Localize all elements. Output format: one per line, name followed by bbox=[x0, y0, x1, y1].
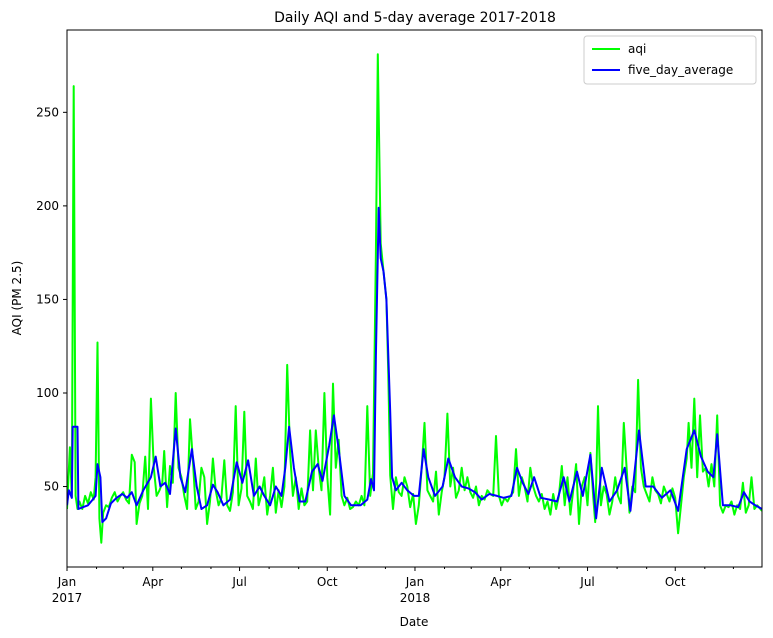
y-tick-label: 150 bbox=[36, 292, 59, 306]
x-tick-label: Jul bbox=[579, 575, 594, 589]
x-tick-label: Jul bbox=[231, 575, 246, 589]
series-group bbox=[67, 53, 762, 544]
x-tick-label: Apr bbox=[142, 575, 163, 589]
y-axis-label: AQI (PM 2.5) bbox=[10, 261, 24, 336]
legend-box bbox=[583, 35, 757, 85]
series-line-five-day-average bbox=[67, 206, 762, 524]
x-tick-year-label: 2018 bbox=[400, 591, 431, 605]
y-tick-label: 100 bbox=[36, 386, 59, 400]
legend-label-five-day-average: five_day_average bbox=[628, 63, 733, 77]
legend-label-aqi: aqi bbox=[628, 42, 646, 56]
y-tick-label: 250 bbox=[36, 105, 59, 119]
chart-title: Daily AQI and 5-day average 2017-2018 bbox=[274, 10, 556, 26]
y-tick-label: 200 bbox=[36, 199, 59, 213]
x-axis-label: Date bbox=[400, 615, 429, 629]
legend: aqi five_day_average bbox=[583, 35, 757, 85]
x-tick-label: Oct bbox=[665, 575, 686, 589]
y-tick-label: 50 bbox=[44, 480, 59, 494]
x-tick-label: Jan bbox=[57, 575, 77, 589]
x-tick-year-label: 2017 bbox=[52, 591, 83, 605]
x-axis: Jan 2017 Apr Jul Oct Jan 2018 Apr Jul Oct bbox=[52, 567, 734, 605]
x-tick-label: Jan bbox=[405, 575, 425, 589]
y-axis: 50 100 150 200 250 bbox=[36, 105, 67, 494]
x-tick-label: Oct bbox=[317, 575, 338, 589]
x-tick-label: Apr bbox=[490, 575, 511, 589]
